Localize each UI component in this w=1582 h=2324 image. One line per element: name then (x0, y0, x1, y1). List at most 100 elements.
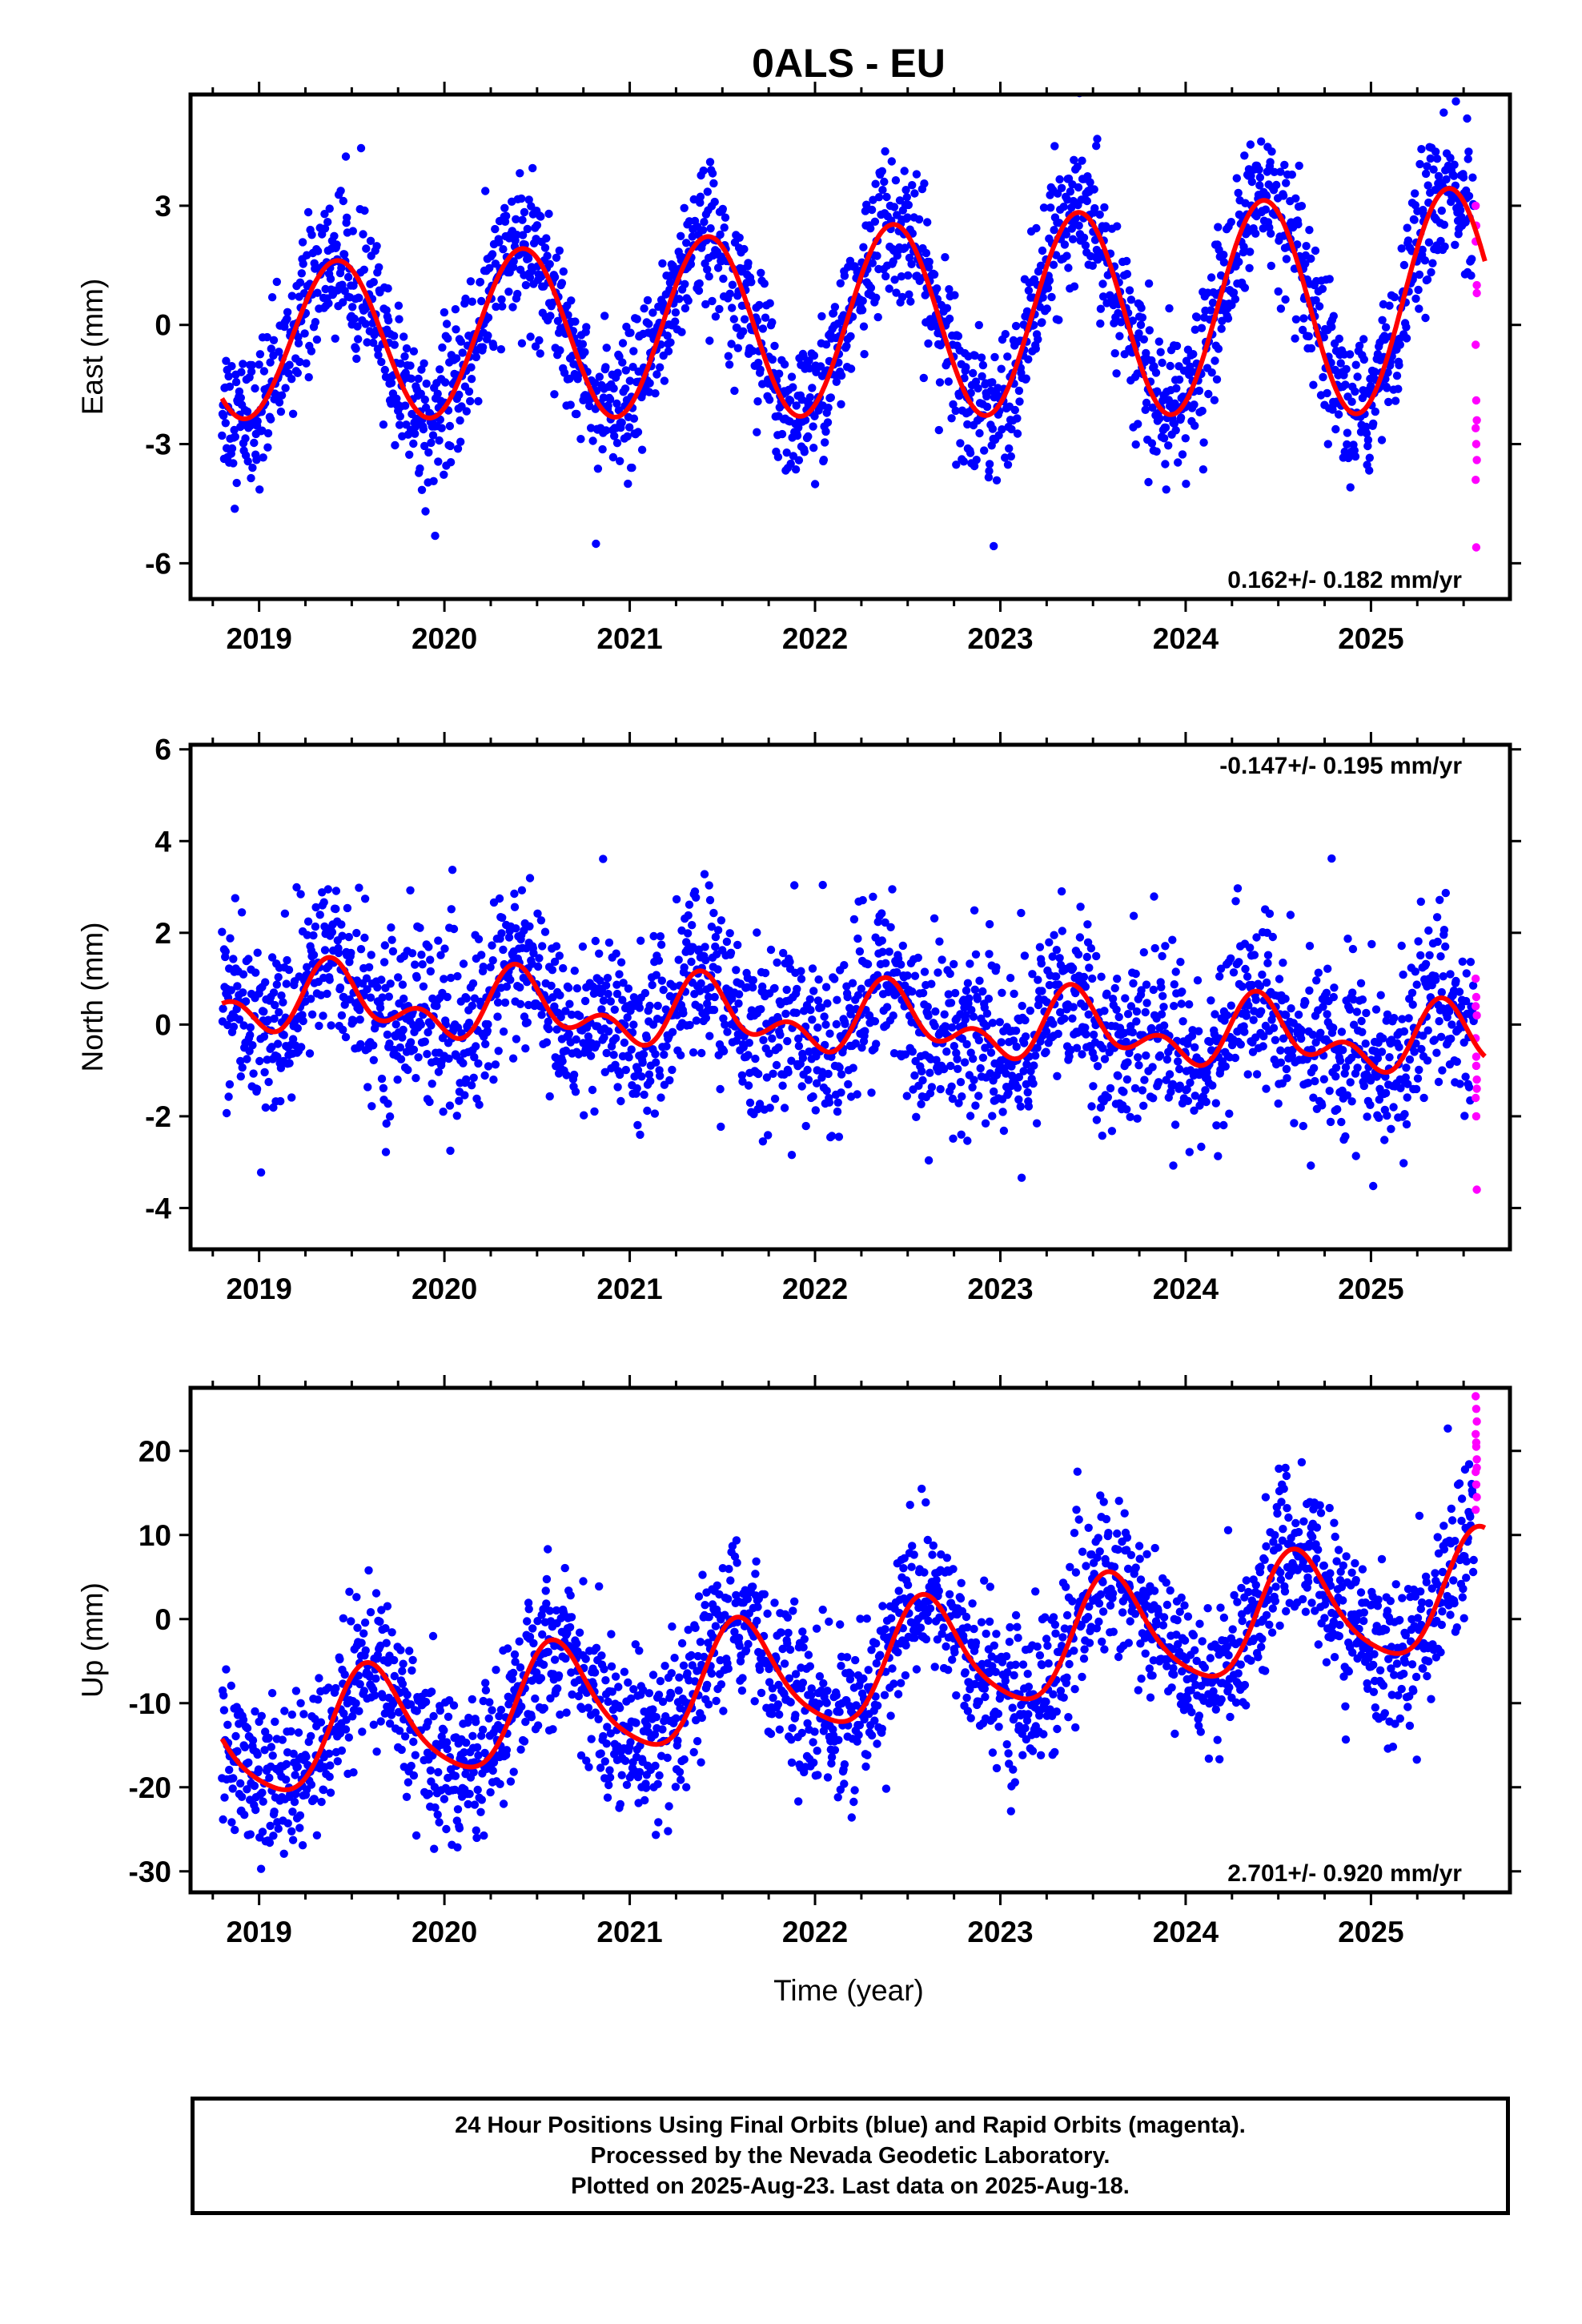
point-final-north (591, 936, 600, 946)
point-final-east (1342, 364, 1351, 374)
point-final-east (509, 257, 518, 266)
point-final-north (1263, 951, 1273, 959)
point-final-north (1347, 1097, 1356, 1106)
point-final-north (1158, 991, 1167, 1001)
point-final-east (1079, 233, 1089, 242)
point-final-north (1255, 982, 1265, 991)
point-final-north (1249, 1015, 1258, 1024)
point-final-north (1009, 1036, 1018, 1045)
point-final-north (1182, 1085, 1191, 1094)
point-final-east (1341, 380, 1350, 389)
point-final-east (455, 390, 464, 400)
point-final-north (273, 1052, 282, 1061)
point-final-east (1304, 332, 1313, 341)
point-final-east (476, 277, 485, 287)
point-final-east (456, 337, 465, 346)
point-final-north (270, 1014, 279, 1023)
point-final-north (1376, 991, 1385, 999)
point-final-north (1371, 1047, 1380, 1056)
point-final-north (347, 948, 355, 958)
point-final-east (990, 352, 999, 362)
point-final-east (1038, 293, 1047, 302)
point-final-north (716, 1084, 725, 1094)
point-final-east (870, 217, 880, 226)
point-final-east (826, 393, 836, 402)
point-final-east (553, 316, 563, 325)
point-final-east (1311, 296, 1320, 305)
point-final-east (1231, 295, 1240, 304)
point-final-north (1359, 1081, 1369, 1091)
point-final-north (797, 967, 805, 975)
point-final-north (1178, 1017, 1187, 1026)
point-final-east (496, 345, 506, 354)
point-final-east (369, 338, 378, 348)
point-final-east (725, 289, 734, 298)
point-final-up (220, 1793, 229, 1802)
point-final-north (1263, 959, 1272, 967)
point-final-east (978, 360, 988, 370)
point-final-east (910, 189, 919, 198)
point-final-north (1126, 1112, 1134, 1122)
point-final-east (353, 322, 362, 331)
point-final-up (337, 1746, 347, 1755)
point-final-north (1174, 1064, 1184, 1074)
point-final-east (1182, 480, 1191, 489)
point-final-north (1460, 1112, 1469, 1120)
point-final-east (422, 379, 431, 388)
point-final-north (564, 1029, 573, 1039)
point-final-east (272, 277, 281, 287)
point-final-north (1303, 1079, 1313, 1088)
point-rapid-east (1472, 288, 1481, 298)
point-final-north (253, 948, 262, 957)
point-final-up (225, 1765, 234, 1775)
point-final-north (552, 942, 561, 951)
point-final-north (446, 1146, 455, 1156)
point-final-north (717, 916, 726, 925)
point-final-east (536, 212, 545, 221)
point-final-north (1216, 964, 1226, 973)
point-final-east (1062, 230, 1071, 239)
point-final-north (219, 1004, 227, 1013)
point-final-north (1088, 974, 1097, 983)
point-final-east (293, 368, 302, 377)
point-final-east (651, 389, 660, 398)
point-final-east (1032, 223, 1041, 233)
point-final-east (255, 485, 264, 494)
point-final-east (300, 329, 309, 338)
point-final-north (653, 1001, 662, 1011)
point-final-north (417, 951, 426, 959)
point-final-east (1112, 369, 1121, 378)
point-final-north (958, 1092, 966, 1101)
point-final-north (853, 934, 862, 943)
point-final-east (897, 272, 906, 281)
point-final-north (1071, 988, 1080, 998)
point-final-north (1389, 1103, 1398, 1112)
point-final-east (1185, 370, 1194, 380)
point-final-north (231, 894, 239, 903)
point-final-east (1047, 292, 1056, 302)
point-final-east (331, 334, 339, 343)
point-final-north (700, 870, 709, 879)
point-final-north (1026, 1006, 1035, 1015)
point-final-east (528, 163, 537, 173)
point-final-north (1223, 1011, 1231, 1020)
point-final-up (349, 1768, 358, 1777)
point-final-east (1440, 242, 1449, 251)
point-final-north (835, 1063, 844, 1072)
point-final-north (726, 948, 736, 958)
point-final-up (240, 1743, 250, 1751)
point-final-north (562, 1071, 571, 1080)
point-final-north (1343, 935, 1352, 943)
y-tick-label: -3 (145, 428, 171, 461)
y-tick-label: 0 (155, 1008, 171, 1041)
point-final-north (1238, 982, 1247, 991)
point-final-north (599, 996, 608, 1005)
point-final-north (1082, 952, 1092, 962)
point-final-north (640, 1090, 648, 1100)
point-final-north (1430, 1035, 1439, 1044)
point-final-east (789, 383, 797, 392)
point-final-north (1287, 1004, 1295, 1013)
point-final-north (369, 1041, 378, 1050)
point-final-east (1423, 162, 1431, 171)
point-final-east (419, 424, 428, 434)
